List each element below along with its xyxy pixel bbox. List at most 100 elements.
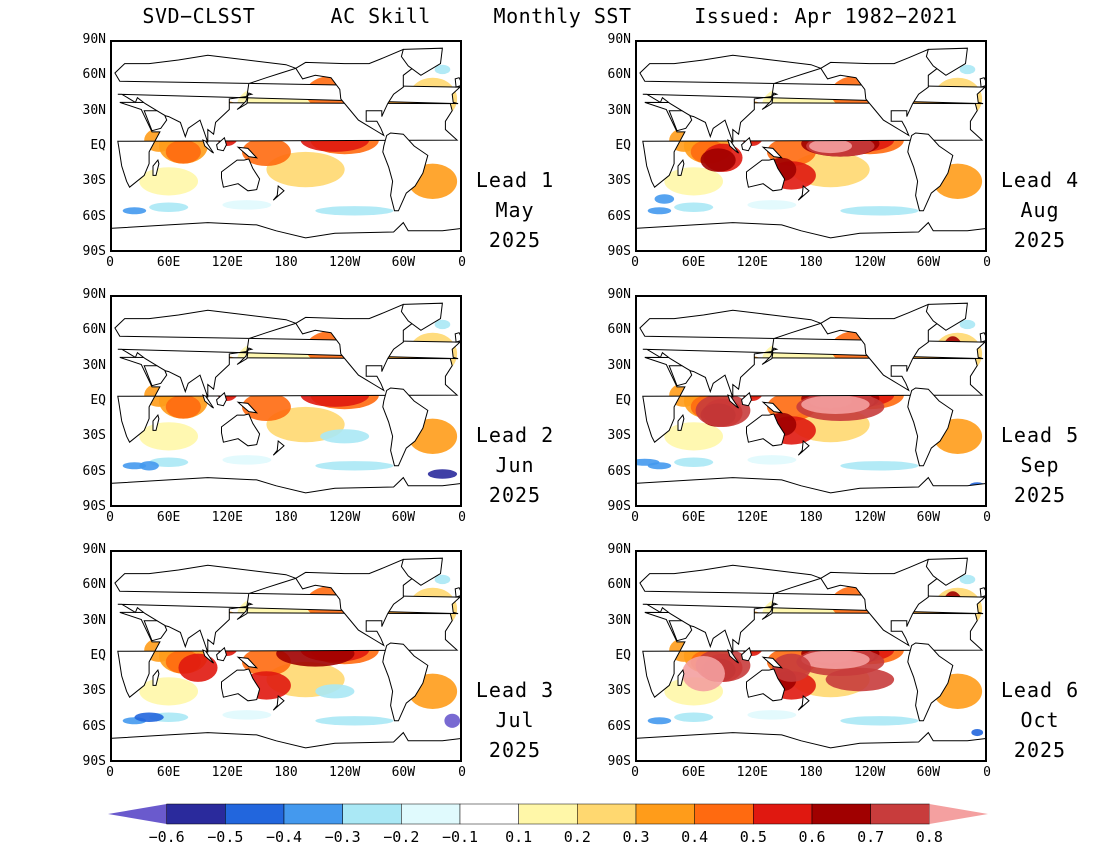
skill-contour [266,151,345,188]
land-mass [236,602,254,620]
colorbar-tick-label: 0.2 [563,828,591,846]
land-mass [761,602,779,620]
longitude-tick-label: 180 [799,510,823,525]
longitude-tick-label: 60W [916,255,941,270]
longitude-tick-label: 0 [983,255,991,270]
skill-contour [320,429,370,444]
skill-contour [434,319,451,330]
longitude-tick-label: 120W [854,510,886,525]
latitude-tick-label: 30N [82,612,106,628]
land-mass [295,558,429,647]
lead-lead-text: Lead 3 [475,678,555,702]
latitude-tick-label: 90S [607,499,631,514]
land-mass [382,132,429,212]
land-mass [382,387,429,467]
colorbar-tick-label: 0.7 [857,828,885,846]
land-mass [741,646,752,662]
map-frame [110,40,462,252]
longitude-tick-label: 60E [681,510,706,525]
skill-contour [222,710,272,720]
longitude-tick-label: 60E [156,765,181,780]
land-mass [797,440,810,456]
land-mass [216,646,227,662]
skill-contour [149,202,189,212]
land-mass [979,77,985,88]
land-mass [907,132,954,212]
map-frame [635,295,987,507]
longitude-tick-label: 120W [329,510,361,525]
colorbar-tick-label: 0.6 [798,828,826,846]
skill-contour [747,710,797,720]
land-mass [979,587,985,598]
longitude-tick-label: 60E [681,765,706,780]
latitude-tick-label: 30S [82,428,106,444]
lead-lead-text: Lead 6 [1000,678,1080,702]
skill-contour [959,64,976,75]
colorbar-swatch [577,803,637,825]
skill-contour [747,200,797,210]
latitude-tick-label: 60S [82,208,106,224]
longitude-tick-label: 60W [391,765,416,780]
longitude-tick-label: 180 [274,765,298,780]
latitude-tick-label: 30S [607,428,631,444]
land-mass [761,146,784,159]
skill-contour [747,455,797,465]
skill-contour [825,667,895,692]
land-mass [400,557,443,586]
skill-contour [654,194,675,204]
land-mass [114,54,460,143]
skill-contour [165,395,201,419]
colorbar-swatch [694,803,754,825]
land-mass [797,185,810,201]
latitude-tick-label: 30N [607,102,631,118]
land-mass [221,668,261,702]
skill-contour [959,574,976,585]
longitude-tick-label: 120E [211,765,243,780]
figure-title: SVD−CLSST AC Skill Monthly SST Issued: A… [142,4,958,28]
longitude-tick-label: 0 [631,255,639,270]
lead-time-label: Lead 2 Jun 2025 [460,420,570,510]
latitude-tick-label: 30S [607,173,631,189]
colorbar-tick-label: 0.3 [622,828,650,846]
longitude-tick-label: 60W [916,510,941,525]
skill-contour [801,650,870,669]
map-frame [110,550,462,762]
land-mass [761,401,784,414]
longitude-tick-label: 60W [391,255,416,270]
latitude-tick-label: EQ [615,138,631,153]
skill-contour [971,729,984,737]
land-mass [216,391,227,407]
skill-contour [427,469,458,479]
latitude-tick-label: 60N [607,67,631,83]
lead-month-text: Jun [495,453,535,477]
latitude-tick-label: 90N [82,287,106,302]
latitude-tick-label: 90S [607,754,631,769]
land-mass [761,347,779,365]
lead-lead-text: Lead 5 [1000,423,1080,447]
skill-contour [222,455,272,465]
land-mass [907,642,954,722]
colorbar-high-arrow [929,804,988,824]
skill-contour [840,461,919,471]
land-mass [727,394,740,409]
land-mass [216,136,227,152]
skill-contour [315,684,355,699]
skill-contour [674,457,714,467]
longitude-tick-label: 60E [156,255,181,270]
longitude-tick-label: 120E [736,765,768,780]
lead-year-text: 2025 [1013,483,1067,507]
colorbar-swatch [753,803,813,825]
longitude-tick-label: 0 [106,765,114,780]
land-mass [152,414,160,431]
map-frame [635,40,987,252]
colorbar-tick-label: −0.2 [383,828,420,846]
lead-year-text: 2025 [488,483,542,507]
land-mass [820,303,954,392]
land-mass [114,564,460,653]
skill-contour [434,64,451,75]
colorbar-swatch [225,803,285,825]
land-mass [112,731,460,760]
colorbar-tick-label: −0.1 [441,828,479,846]
longitude-tick-label: 0 [631,765,639,780]
lead-lead-text: Lead 4 [1000,168,1080,192]
